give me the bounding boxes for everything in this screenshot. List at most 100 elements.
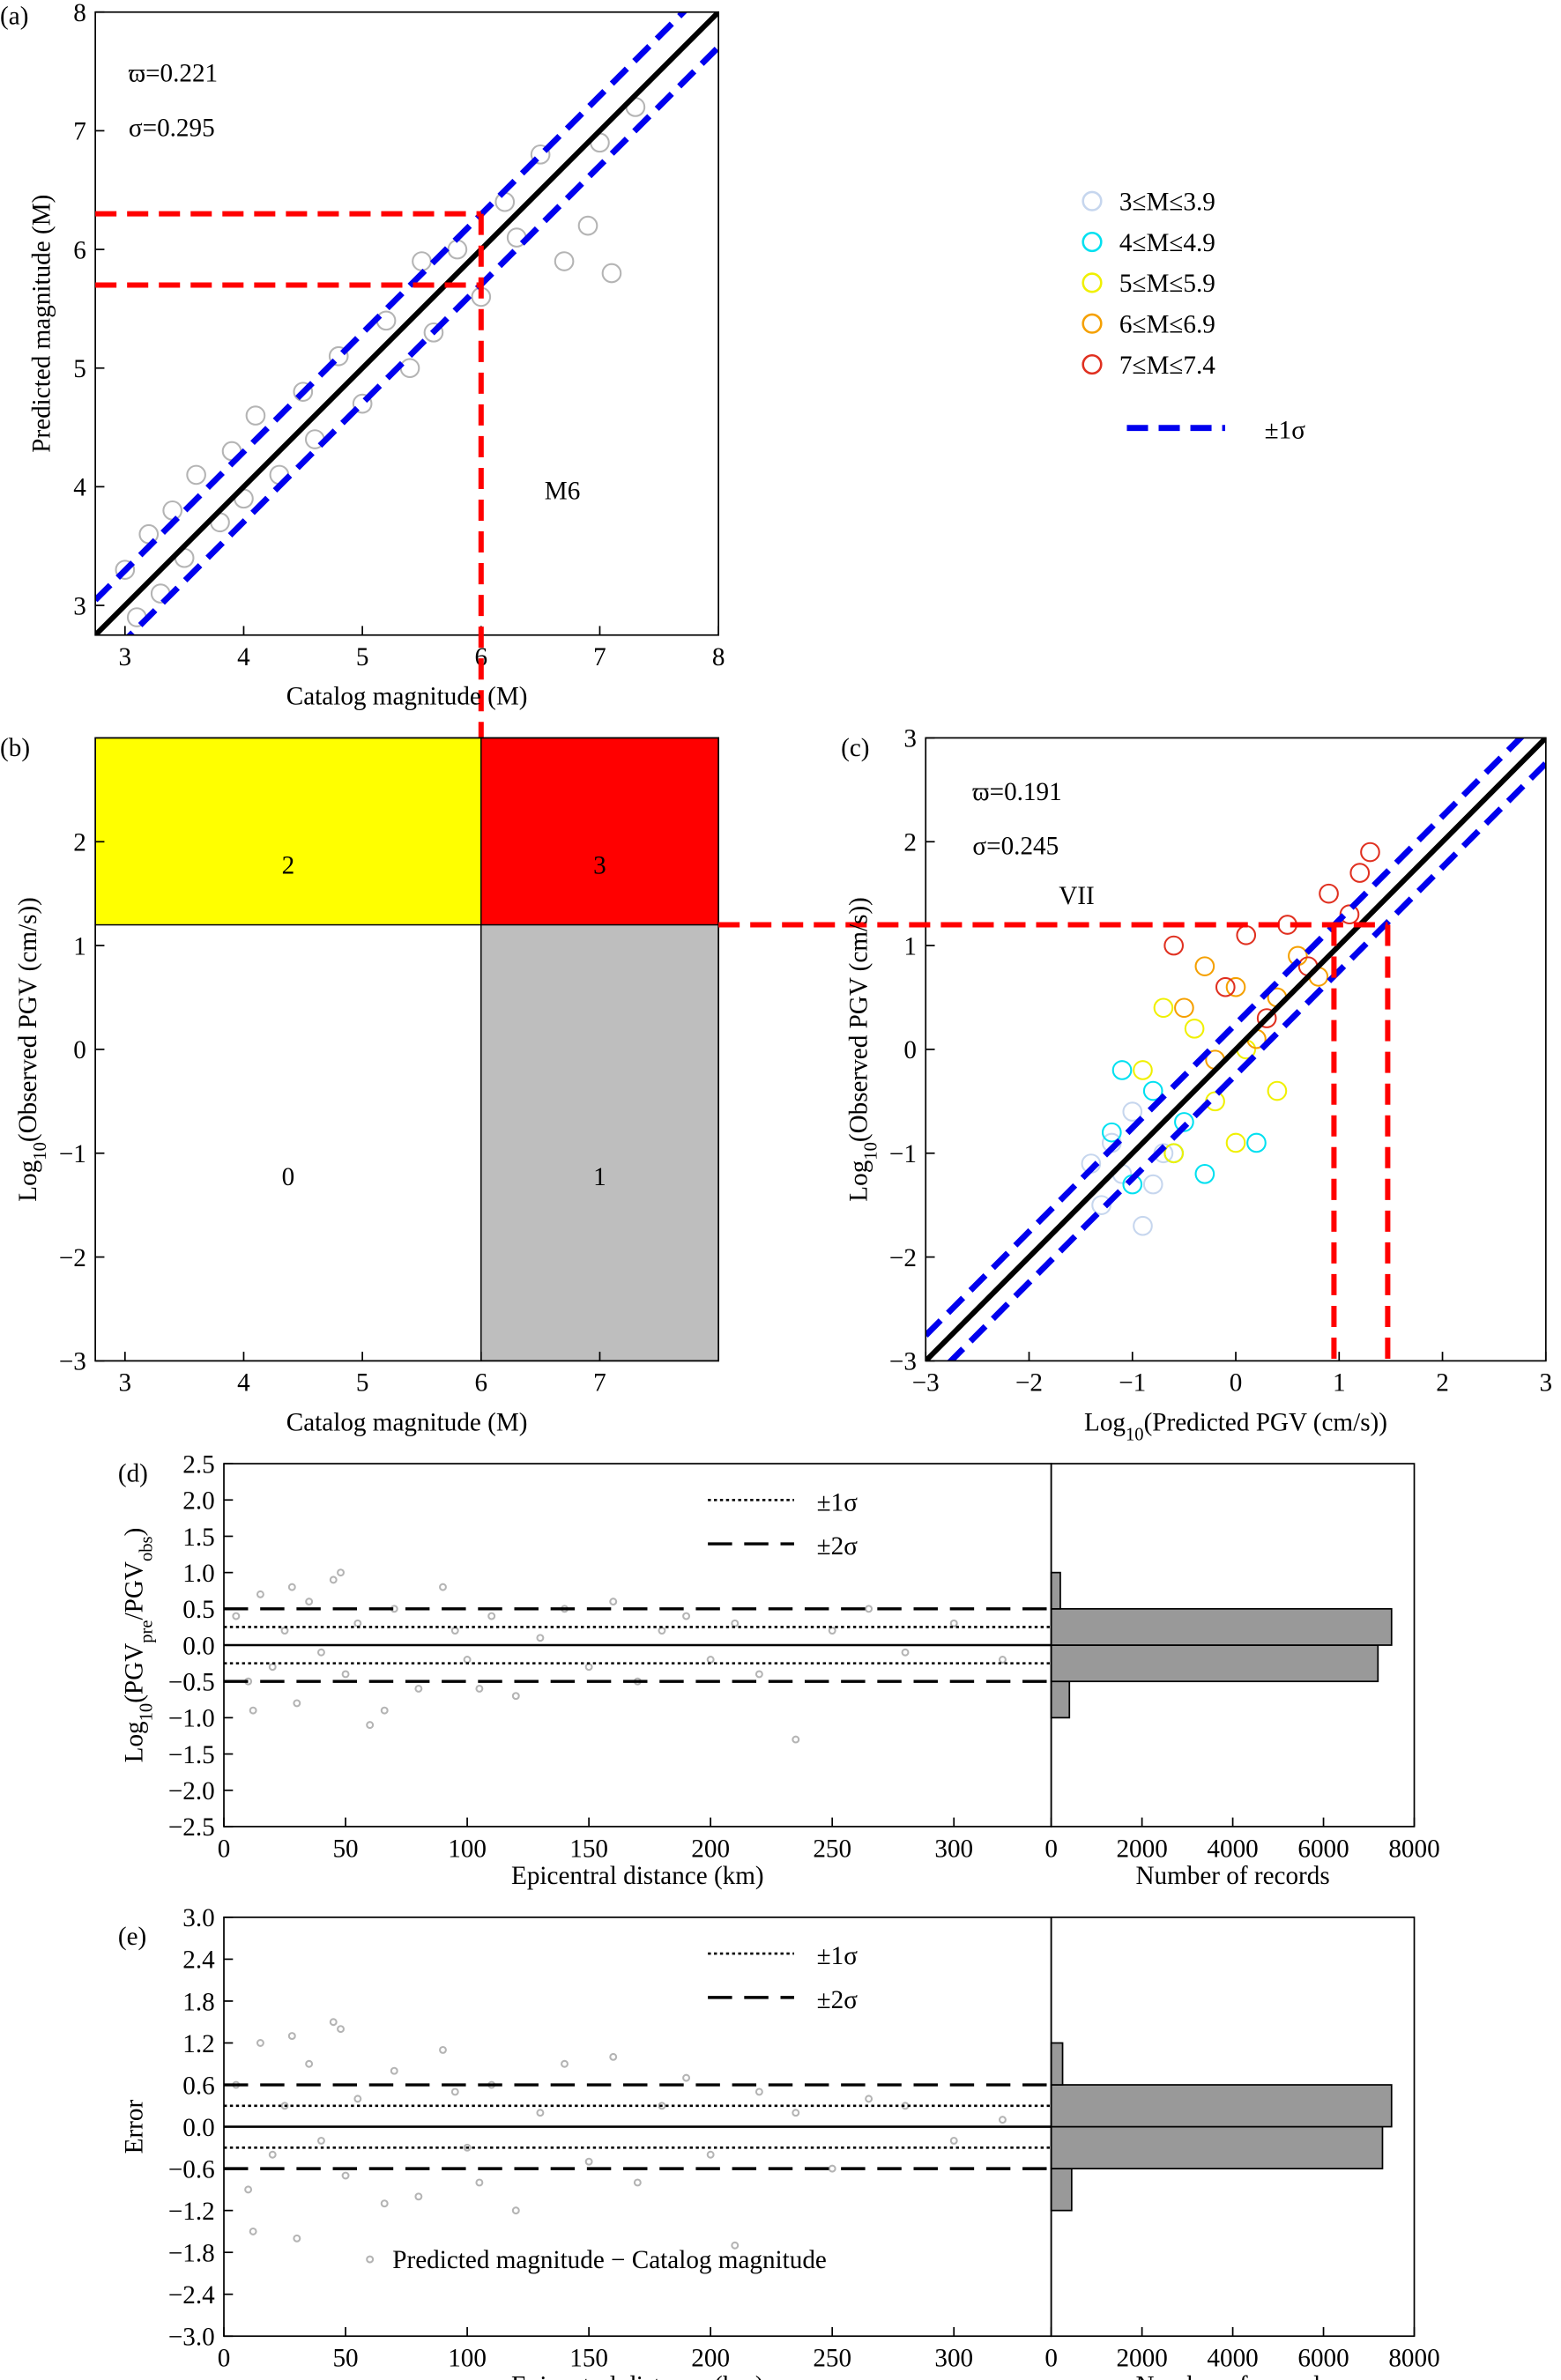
data-point xyxy=(1360,842,1380,863)
y-tick-label: −1 xyxy=(59,1140,86,1168)
y-tick-label: 0.0 xyxy=(182,2114,214,2142)
data-point xyxy=(337,1568,345,1577)
identity-line xyxy=(95,11,719,635)
y-tick-label: 2.0 xyxy=(182,1487,214,1516)
stat-value: 0.221 xyxy=(160,60,219,88)
threshold-label: VII xyxy=(1059,882,1094,910)
label-part: Catalog magnitude (M) xyxy=(286,683,528,711)
data-point xyxy=(1339,904,1360,925)
legend-label: ±1σ xyxy=(1265,417,1306,445)
y-tick-label: −1.5 xyxy=(168,1741,215,1769)
data-point xyxy=(706,1656,715,1664)
x-tick-label: 0 xyxy=(1230,1369,1243,1398)
plot-area xyxy=(232,1568,1007,1744)
x-tick-label: 200 xyxy=(691,1835,730,1863)
y-tick-label: −3.0 xyxy=(168,2324,215,2352)
sigma-band xyxy=(925,738,1525,1338)
y-tick-label: 1.5 xyxy=(182,1524,214,1552)
legend-marker xyxy=(1082,190,1103,211)
x-tick-label: −2 xyxy=(1015,1369,1043,1398)
data-point xyxy=(536,1634,545,1642)
data-point xyxy=(731,2241,740,2250)
data-point xyxy=(380,2199,389,2208)
panel-label: (b) xyxy=(0,734,30,762)
quadrant-label: 2 xyxy=(282,852,295,880)
data-point xyxy=(554,251,575,271)
label-part: Number of records xyxy=(1135,2371,1329,2380)
data-point xyxy=(287,2032,296,2041)
stat-symbol: ϖ= xyxy=(129,60,160,88)
axes-frame xyxy=(94,11,720,636)
x-tick-label: 8 xyxy=(712,643,725,671)
label-part: Epicentral distance (km) xyxy=(511,1862,764,1890)
panel-label: (e) xyxy=(118,1923,146,1951)
data-point xyxy=(731,1619,740,1627)
x-axis-label: Number of records xyxy=(1135,2371,1329,2380)
data-point xyxy=(1163,935,1184,956)
plot-area xyxy=(95,11,719,635)
data-point xyxy=(232,1612,241,1620)
legend-marker xyxy=(1082,353,1103,375)
data-point xyxy=(577,215,598,236)
legend-label: 4≤M≤4.9 xyxy=(1119,229,1215,257)
y-axis-label: Log10(Observed PGV (cm/s)) xyxy=(844,897,881,1202)
x-tick-label: 3 xyxy=(1540,1369,1553,1398)
y-tick-label: −3 xyxy=(889,1348,917,1376)
data-point xyxy=(268,1663,277,1672)
histogram-bar xyxy=(1050,1607,1393,1646)
stat-symbol: σ= xyxy=(972,833,1000,861)
data-point xyxy=(1101,1122,1122,1143)
subscript: 10 xyxy=(861,1142,881,1160)
label-part: Log xyxy=(1084,1408,1126,1436)
data-point xyxy=(1225,976,1246,997)
x-axis-label: Log10(Predicted PGV (cm/s)) xyxy=(1084,1408,1387,1444)
histogram-bar xyxy=(1050,1571,1061,1610)
data-point xyxy=(447,239,468,260)
label-part: (PGV xyxy=(120,1643,148,1703)
label-part: (Observed PGV (cm/s)) xyxy=(14,897,42,1142)
panel-label: (c) xyxy=(841,734,869,762)
data-point xyxy=(329,1576,338,1584)
stat-value: 0.245 xyxy=(1001,833,1059,861)
data-point xyxy=(1215,976,1236,997)
x-tick-label: 5 xyxy=(356,643,369,671)
x-tick-label: 50 xyxy=(332,1835,358,1863)
data-point xyxy=(792,1735,800,1744)
y-tick-label: 0 xyxy=(73,1036,86,1064)
legend-label: 6≤M≤6.9 xyxy=(1119,311,1215,339)
subscript: pre xyxy=(137,1620,156,1642)
data-point xyxy=(390,2066,398,2075)
data-point xyxy=(353,1619,362,1627)
data-point xyxy=(584,1663,593,1672)
y-tick-label: 7 xyxy=(73,118,86,146)
y-tick-label: 8 xyxy=(73,0,86,27)
histogram-bar xyxy=(1050,1680,1071,1719)
label-part: Log xyxy=(120,1721,148,1762)
data-point xyxy=(341,1670,350,1679)
data-point xyxy=(375,310,397,331)
y-tick-label: 1.0 xyxy=(182,1560,214,1588)
data-point xyxy=(268,2150,277,2159)
threshold-label: M6 xyxy=(545,477,581,505)
x-tick-label: 6000 xyxy=(1297,2345,1349,2373)
label-part: Log xyxy=(844,1160,873,1201)
quadrant-label: 3 xyxy=(593,852,606,880)
data-point xyxy=(366,2255,375,2264)
legend-marker xyxy=(1082,272,1103,293)
data-point xyxy=(341,2171,350,2180)
legend-label: 3≤M≤3.9 xyxy=(1119,189,1215,217)
y-tick-label: 1 xyxy=(73,932,86,960)
data-point xyxy=(186,464,206,486)
y-axis-label: Log10(Observed PGV (cm/s)) xyxy=(14,897,50,1202)
label-part: Log xyxy=(14,1160,42,1201)
y-tick-label: −1.2 xyxy=(168,2198,215,2226)
x-tick-label: 2000 xyxy=(1116,1835,1167,1863)
data-point xyxy=(399,358,420,379)
data-point xyxy=(244,2185,253,2194)
stat-label: σ=0.245 xyxy=(972,833,1059,861)
data-point xyxy=(293,382,314,402)
data-point xyxy=(475,1684,484,1693)
x-tick-label: 50 xyxy=(332,2345,358,2373)
legend-label: 7≤M≤7.4 xyxy=(1119,352,1215,380)
